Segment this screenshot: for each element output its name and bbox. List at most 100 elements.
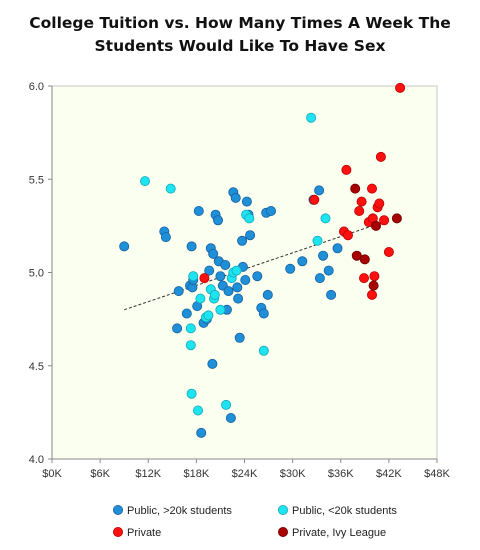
data-point bbox=[258, 345, 269, 356]
x-tick-label: $12K bbox=[135, 468, 161, 480]
data-point bbox=[186, 241, 197, 252]
x-tick-label: $48K bbox=[424, 468, 450, 480]
series-3 bbox=[350, 183, 402, 291]
data-point bbox=[354, 205, 365, 216]
legend: Public, >20k students Public, <20k studen… bbox=[113, 504, 397, 539]
x-tick-label: $42K bbox=[376, 468, 402, 480]
data-point bbox=[309, 194, 320, 205]
data-point bbox=[223, 286, 234, 297]
x-tick-label: $36K bbox=[328, 468, 354, 480]
y-tick-label: 6.0 bbox=[29, 81, 44, 93]
data-point bbox=[165, 183, 176, 194]
data-point bbox=[139, 176, 150, 187]
data-point bbox=[230, 192, 241, 203]
series-1 bbox=[139, 112, 331, 416]
data-point bbox=[231, 265, 242, 276]
data-point bbox=[312, 235, 323, 246]
data-point bbox=[366, 183, 377, 194]
data-point bbox=[207, 358, 218, 369]
data-point bbox=[383, 246, 394, 257]
legend-label: Public, >20k students bbox=[127, 505, 232, 517]
data-point bbox=[369, 271, 380, 282]
data-points bbox=[119, 82, 406, 438]
data-point bbox=[320, 213, 331, 224]
data-point bbox=[350, 183, 361, 194]
y-tick-label: 4.0 bbox=[29, 454, 44, 466]
legend-label: Private, Ivy League bbox=[292, 527, 386, 539]
data-point bbox=[160, 232, 171, 243]
legend-item: Private bbox=[113, 527, 161, 539]
data-point bbox=[204, 265, 215, 276]
data-point bbox=[314, 273, 325, 284]
data-point bbox=[185, 340, 196, 351]
series-2 bbox=[199, 82, 406, 300]
data-point bbox=[181, 308, 192, 319]
data-point bbox=[232, 282, 243, 293]
x-tick-label: $0K bbox=[42, 468, 62, 480]
data-point bbox=[245, 230, 256, 241]
data-point bbox=[203, 310, 214, 321]
data-point bbox=[342, 230, 353, 241]
axes: $0K $6K $12K $18K $24K $30K $36K $42K $48K 4.0 4.5… bbox=[29, 81, 451, 480]
data-point bbox=[374, 198, 385, 209]
data-point bbox=[215, 304, 226, 315]
data-point bbox=[252, 271, 263, 282]
x-tick-label: $6K bbox=[90, 468, 110, 480]
legend-marker bbox=[277, 527, 288, 538]
data-point bbox=[351, 250, 362, 261]
data-point bbox=[359, 254, 370, 265]
data-point bbox=[297, 256, 308, 267]
data-point bbox=[341, 164, 352, 175]
data-point bbox=[306, 112, 317, 123]
data-point bbox=[375, 151, 386, 162]
data-point bbox=[225, 412, 236, 423]
data-point bbox=[173, 286, 184, 297]
data-point bbox=[185, 323, 196, 334]
data-point bbox=[199, 273, 210, 284]
chart-title: College Tuition vs. How Many Times A Wee… bbox=[0, 12, 480, 58]
data-point bbox=[237, 235, 248, 246]
x-tick-label: $30K bbox=[280, 468, 306, 480]
data-point bbox=[370, 220, 381, 231]
data-point bbox=[233, 293, 244, 304]
data-point bbox=[186, 388, 197, 399]
data-point bbox=[395, 82, 406, 93]
data-point bbox=[192, 405, 203, 416]
data-point bbox=[209, 289, 220, 300]
data-point bbox=[196, 427, 207, 438]
data-point bbox=[215, 271, 226, 282]
data-point bbox=[195, 293, 206, 304]
data-point bbox=[262, 289, 273, 300]
data-point bbox=[314, 185, 325, 196]
data-point bbox=[208, 248, 219, 259]
data-point bbox=[366, 289, 377, 300]
data-point bbox=[221, 399, 232, 410]
data-point bbox=[172, 323, 183, 334]
data-point bbox=[326, 289, 337, 300]
data-point bbox=[212, 215, 223, 226]
legend-item: Private, Ivy League bbox=[277, 527, 386, 539]
legend-item: Public, >20k students bbox=[113, 504, 232, 517]
data-point bbox=[368, 280, 379, 291]
x-tick-label: $24K bbox=[232, 468, 258, 480]
data-point bbox=[358, 273, 369, 284]
data-point bbox=[379, 215, 390, 226]
data-point bbox=[220, 259, 231, 270]
legend-label: Public, <20k students bbox=[292, 505, 397, 517]
y-tick-label: 5.5 bbox=[29, 174, 44, 186]
legend-marker bbox=[113, 504, 124, 515]
data-point bbox=[244, 213, 255, 224]
data-point bbox=[285, 263, 296, 274]
x-tick-label: $18K bbox=[184, 468, 210, 480]
legend-marker bbox=[277, 504, 288, 515]
data-point bbox=[258, 308, 269, 319]
plot-area bbox=[51, 85, 438, 460]
data-point bbox=[318, 250, 329, 261]
data-point bbox=[193, 205, 204, 216]
chart-title-line-2: Students Would Like To Have Sex bbox=[94, 37, 386, 55]
y-tick-label: 5.0 bbox=[29, 268, 44, 280]
data-point bbox=[234, 332, 245, 343]
legend-marker bbox=[113, 527, 124, 538]
data-point bbox=[332, 243, 343, 254]
